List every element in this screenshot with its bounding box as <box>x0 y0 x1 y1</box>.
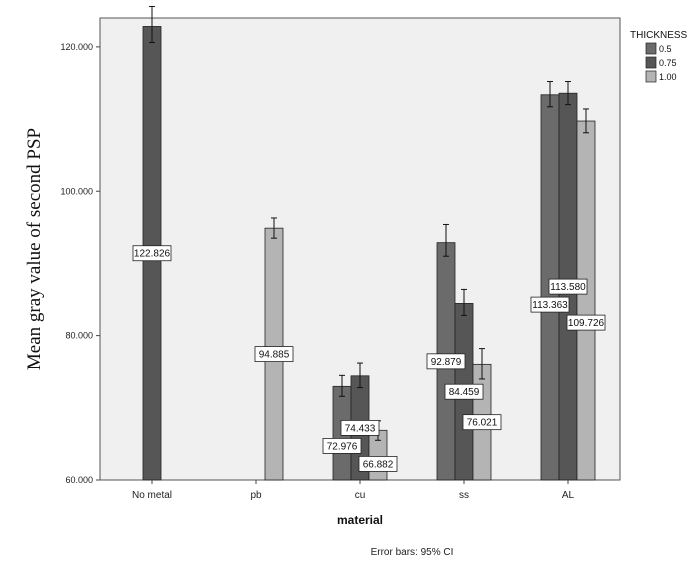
data-label-text: 109.726 <box>568 318 605 329</box>
legend: THICKNESS 0.5 0.75 1.00 <box>630 30 688 83</box>
data-label-text: 113.580 <box>550 282 586 293</box>
data-label: 109.726 <box>566 314 606 331</box>
x-tick-label: cu <box>355 490 366 501</box>
x-tick-label: No metal <box>132 490 172 501</box>
data-label-box <box>132 245 172 262</box>
data-label: 84.459 <box>444 383 484 400</box>
y-tick-label: 100.000 <box>60 186 93 196</box>
data-label-text: 72.976 <box>327 441 358 452</box>
data-label: 74.433 <box>340 420 380 436</box>
legend-title: THICKNESS <box>630 30 688 41</box>
y-tick-label: 80.000 <box>65 331 93 341</box>
data-label: 113.580 <box>548 278 588 295</box>
legend-label: 0.75 <box>659 58 677 68</box>
x-tick-label: pb <box>250 490 262 501</box>
legend-swatch <box>645 56 657 69</box>
data-label-text: 94.885 <box>259 350 290 361</box>
data-label-text: 74.433 <box>345 423 376 434</box>
legend-label: 0.5 <box>659 44 672 54</box>
data-label-box <box>530 296 570 313</box>
data-label-box <box>444 383 484 400</box>
data-label-box <box>254 346 294 362</box>
data-label-text: 122.826 <box>134 249 171 260</box>
x-tick-label: AL <box>562 490 575 501</box>
data-label-box <box>566 314 606 331</box>
y-axis-title: Mean gray value of second PSP <box>24 128 45 370</box>
y-axis: 60.000 80.000 100.000 120.000 <box>60 42 100 485</box>
y-tick-label: 60.000 <box>65 475 93 485</box>
x-tick-label: ss <box>459 490 469 501</box>
data-label-text: 113.363 <box>532 300 568 311</box>
x-axis-title: material <box>337 513 383 527</box>
data-label-box <box>548 278 588 295</box>
x-axis: No metal pb cu ss AL <box>132 480 575 501</box>
data-label: 92.879 <box>426 353 466 370</box>
data-label-text: 76.021 <box>467 418 498 429</box>
data-label-box <box>340 420 380 436</box>
legend-label: 1.00 <box>659 72 677 82</box>
bar <box>576 120 596 481</box>
data-label: 76.021 <box>462 414 502 431</box>
data-label: 113.363 <box>530 296 570 313</box>
data-label-box <box>322 438 362 454</box>
data-label-text: 92.879 <box>431 357 462 368</box>
data-label: 122.826 <box>132 245 172 262</box>
data-label-box <box>462 414 502 431</box>
y-tick-label: 120.000 <box>60 42 93 52</box>
error-bars-group <box>149 5 589 441</box>
legend-swatch <box>645 70 657 83</box>
data-label-box <box>358 456 398 472</box>
data-label: 72.976 <box>322 438 362 454</box>
data-label-text: 84.459 <box>449 387 480 398</box>
legend-swatch <box>645 42 657 55</box>
data-label: 94.885 <box>254 346 294 362</box>
data-label-box <box>426 353 466 370</box>
chart-footnote: Error bars: 95% CI <box>371 547 454 558</box>
data-label: 66.882 <box>358 456 398 472</box>
data-label-text: 66.882 <box>363 459 394 470</box>
